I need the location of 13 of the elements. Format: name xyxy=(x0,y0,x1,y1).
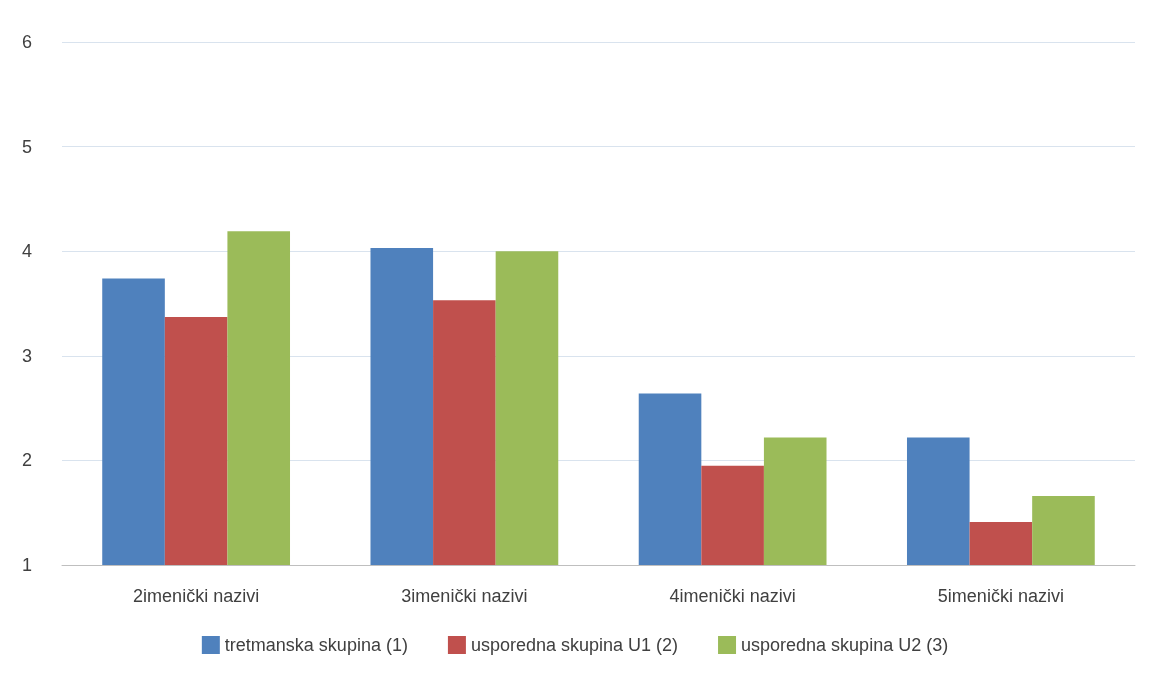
y-tick-label: 5 xyxy=(21,136,32,157)
x-tick-label: 5imenički nazivi xyxy=(937,586,1064,606)
x-tick-label: 2imenički nazivi xyxy=(133,586,260,606)
y-tick-label: 6 xyxy=(21,32,32,52)
y-tick-label: 4 xyxy=(21,241,32,262)
x-tick-label: 4imenički nazivi xyxy=(669,586,796,606)
legend-label: usporedna skupina U1 (2) xyxy=(470,635,679,655)
legend-label: usporedna skupina U2 (3) xyxy=(741,635,949,655)
y-tick-label: 1 xyxy=(21,555,32,575)
y-tick-label: 2 xyxy=(21,450,32,471)
x-tick-label: 3imenički nazivi xyxy=(401,586,528,606)
y-tick-label: 3 xyxy=(21,345,32,366)
legend-label: tretmanska skupina (1) xyxy=(224,635,408,655)
